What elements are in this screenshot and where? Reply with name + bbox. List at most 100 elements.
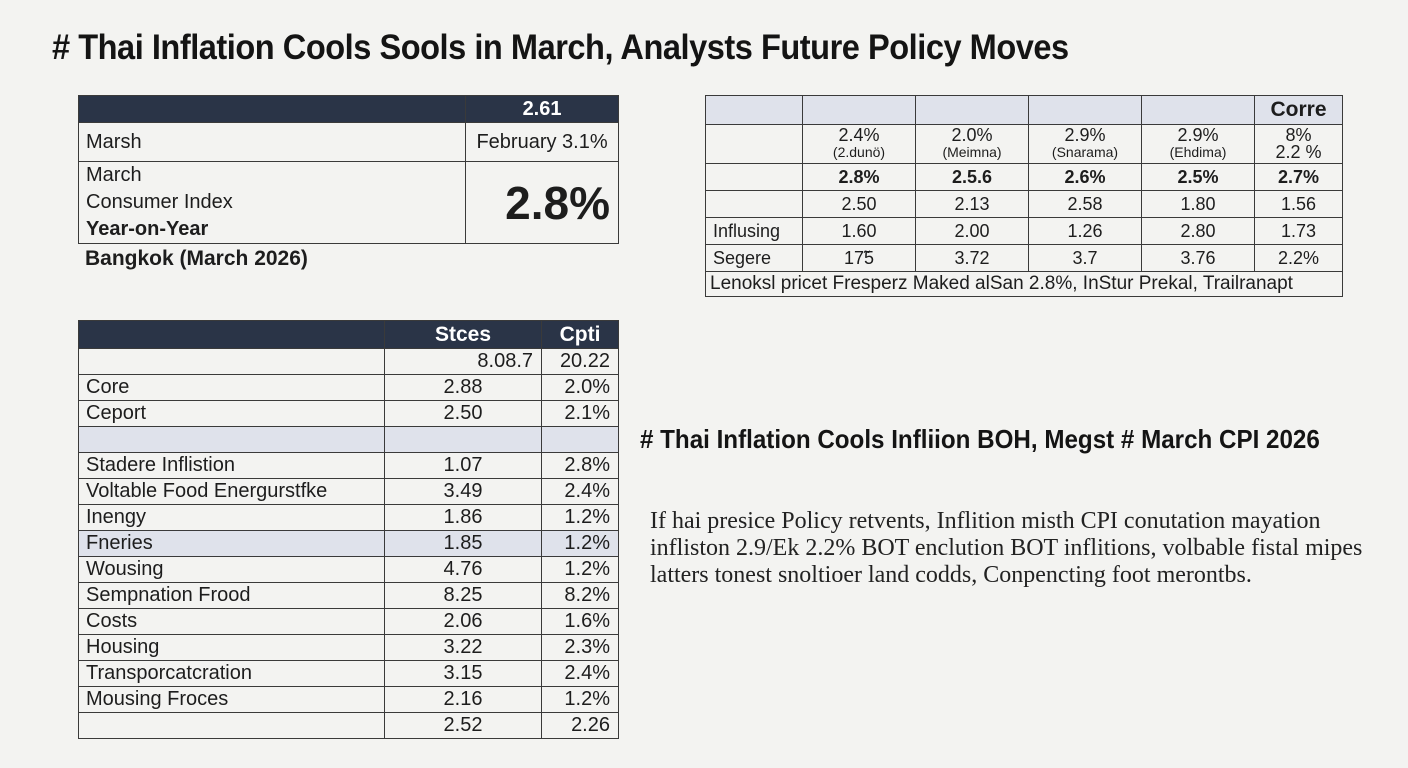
- regional-pct-cell: 2.4% (2.dunö): [802, 124, 916, 164]
- page-title: # Thai Inflation Cools Sools in March, A…: [52, 28, 1069, 67]
- summary-header-value: 2.61: [465, 95, 619, 123]
- regional-row-label: Influsing: [705, 217, 803, 245]
- components-row-label: Fneries: [78, 530, 385, 557]
- components-value-1: 2.88: [384, 374, 542, 401]
- regional-bold-cell: 2.7%: [1254, 163, 1343, 191]
- components-value-2: 8.2%: [541, 582, 619, 609]
- components-value-1: 2.06: [384, 608, 542, 635]
- components-value-1: 2.50: [384, 400, 542, 427]
- regional-cell: 2.2%: [1254, 244, 1343, 272]
- components-value-2: 2.4%: [541, 478, 619, 505]
- regional-cell: 2.80: [1141, 217, 1255, 245]
- regional-cell: 2.58: [1028, 190, 1142, 218]
- summary-table: 2.61 Marsh February 3.1% March Consumer …: [77, 95, 619, 244]
- regional-cell: 1.73: [1254, 217, 1343, 245]
- components-spacer-row: [78, 426, 385, 453]
- components-row-label: Ceport: [78, 400, 385, 427]
- regional-cell: 2.13: [915, 190, 1029, 218]
- components-row-label: Wousing: [78, 556, 385, 583]
- regional-bold-cell: 2.5%: [1141, 163, 1255, 191]
- regional-row-label: Segere: [705, 244, 803, 272]
- components-row-label: Stadere Inflistion: [78, 452, 385, 479]
- regional-header-cell: [1141, 95, 1255, 125]
- components-value-1: 3.22: [384, 634, 542, 661]
- components-spacer-row: [541, 426, 619, 453]
- components-value-1: 1.86: [384, 504, 542, 531]
- components-value-2: 2.3%: [541, 634, 619, 661]
- headline-cpi-value: 2.8%: [465, 161, 619, 244]
- regional-cell: 1.60: [802, 217, 916, 245]
- summary-line-3: Year-on-Year: [86, 218, 209, 240]
- components-table: Stces Cpti 8.08.7 20.22 Core 2.88 2.0% C…: [78, 320, 619, 739]
- summary-row2-label: March Consumer Index Year-on-Year: [77, 161, 467, 244]
- components-row-label: [78, 712, 385, 739]
- regional-header-cell: [802, 95, 916, 125]
- components-row-label: [78, 348, 385, 375]
- components-value-2: 2.0%: [541, 374, 619, 401]
- components-value-1: 2.52: [384, 712, 542, 739]
- dateline-caption: Bangkok (March 2026): [85, 247, 308, 270]
- regional-row-label: [705, 124, 803, 164]
- summary-line-2: Consumer Index: [86, 191, 233, 213]
- components-spacer-row: [384, 426, 542, 453]
- components-row-label: Voltable Food Energurstfke: [78, 478, 385, 505]
- components-value-1: 2.16: [384, 686, 542, 713]
- components-row-label: Core: [78, 374, 385, 401]
- components-row-label: Transporcatcration: [78, 660, 385, 687]
- regional-cell: 17̃5: [802, 244, 916, 272]
- regional-cell: 3.72: [915, 244, 1029, 272]
- summary-row1-label: Marsh: [77, 122, 467, 162]
- regional-footer-note: Lenoksl pricet Fresperz Maked alSan 2.8%…: [705, 271, 1343, 297]
- regional-pct-cell: 8% 2.2 %: [1254, 124, 1343, 164]
- components-row-label: Sempnation Frood: [78, 582, 385, 609]
- regional-bold-cell: 2.6%: [1028, 163, 1142, 191]
- regional-cell: 3.7: [1028, 244, 1142, 272]
- regional-cell: 1.26: [1028, 217, 1142, 245]
- components-value-2: 1.6%: [541, 608, 619, 635]
- components-value-2: 1.2%: [541, 686, 619, 713]
- regional-header-cell: [1028, 95, 1142, 125]
- components-value-1: 1.07: [384, 452, 542, 479]
- components-value-2: 2.4%: [541, 660, 619, 687]
- components-value-2: 1.2%: [541, 556, 619, 583]
- regional-row-label: [705, 163, 803, 191]
- summary-line-1: March: [86, 164, 142, 186]
- article-paragraph: If hai presice Policy retvents, Inflitio…: [650, 508, 1363, 588]
- regional-bold-cell: 2.8%: [802, 163, 916, 191]
- section-subheading: # Thai Inflation Cools Infliion BOH, Meg…: [640, 424, 1320, 454]
- components-value-2: 2.1%: [541, 400, 619, 427]
- components-header-cpti: Cpti: [541, 320, 619, 349]
- summary-header-blank: [77, 95, 467, 123]
- regional-pct-cell: 2.9% (Snarama): [1028, 124, 1142, 164]
- components-value-1: 3.49: [384, 478, 542, 505]
- regional-table: Corre 2.4% (2.dunö) 2.0% (Meimna) 2.9% (Sna…: [705, 95, 1343, 297]
- components-value-1: 8.25: [384, 582, 542, 609]
- components-row-label: Mousing Froces: [78, 686, 385, 713]
- components-row-label: Housing: [78, 634, 385, 661]
- components-value-2: 2.26: [541, 712, 619, 739]
- components-value-1: 3.15: [384, 660, 542, 687]
- regional-pct-cell: 2.0% (Meimna): [915, 124, 1029, 164]
- regional-pct-cell: 2.9% (Ehdima): [1141, 124, 1255, 164]
- components-value-2: 20.22: [541, 348, 619, 375]
- regional-cell: 2.00: [915, 217, 1029, 245]
- components-row-label: Inengy: [78, 504, 385, 531]
- components-header-blank: [78, 320, 385, 349]
- components-value-2: 2.8%: [541, 452, 619, 479]
- components-row-label: Costs: [78, 608, 385, 635]
- regional-cell: 2.50: [802, 190, 916, 218]
- regional-cell: 3.76: [1141, 244, 1255, 272]
- regional-header-cell: [915, 95, 1029, 125]
- components-value-2: 1.2%: [541, 504, 619, 531]
- components-value-2: 1.2%: [541, 530, 619, 557]
- regional-cell: 1.80: [1141, 190, 1255, 218]
- regional-bold-cell: 2.5.6: [915, 163, 1029, 191]
- components-value-1: 4.76: [384, 556, 542, 583]
- components-value-1: 1.85: [384, 530, 542, 557]
- regional-row-label: [705, 190, 803, 218]
- components-header-stces: Stces: [384, 320, 542, 349]
- regional-header-cell: [705, 95, 803, 125]
- regional-cell: 1.56: [1254, 190, 1343, 218]
- components-value-1: 8.08.7: [384, 348, 542, 375]
- summary-row1-value: February 3.1%: [465, 122, 619, 162]
